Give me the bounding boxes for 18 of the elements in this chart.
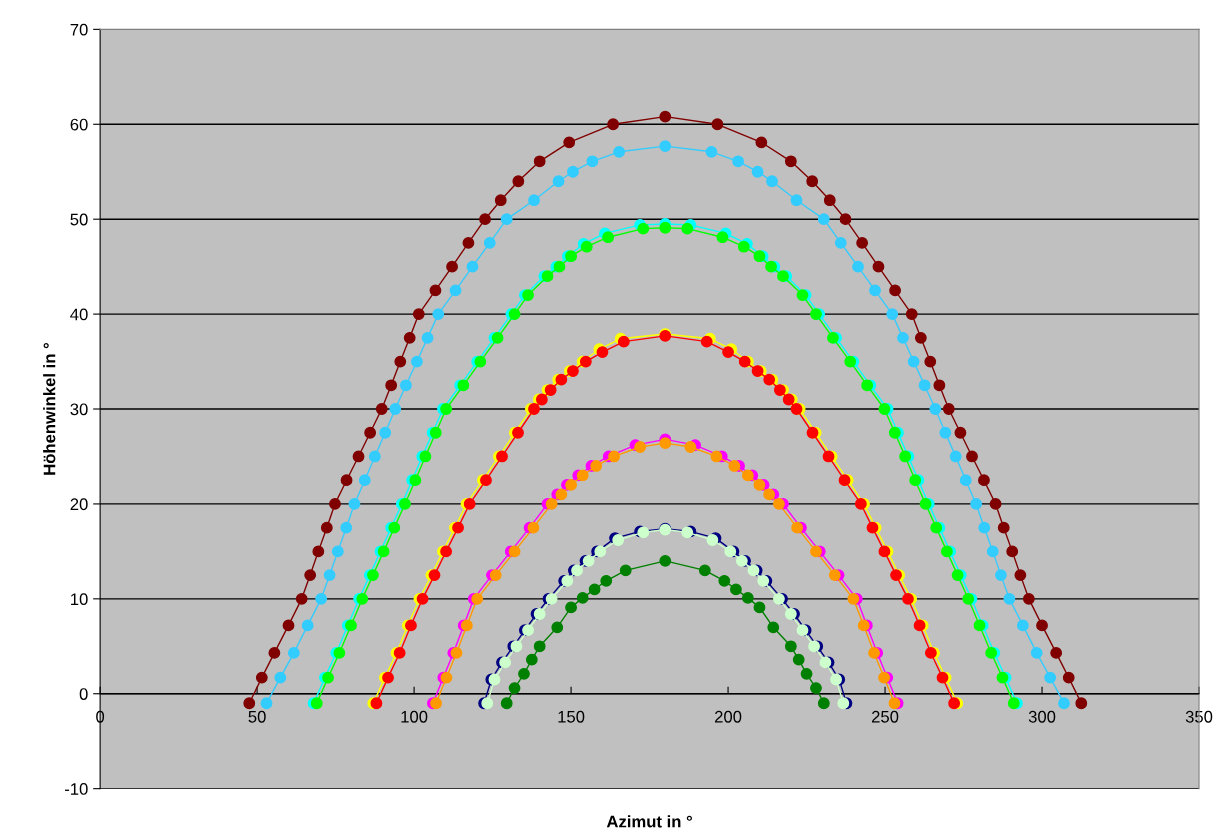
x-tick-label: 200 [715,710,742,723]
x-tick-label: 250 [871,710,899,723]
x-axis-title: Azimut in ° [606,815,692,828]
x-tick-label: 150 [558,710,585,723]
y-tick-label: 0 [79,688,88,700]
x-tick-label: 50 [248,710,266,723]
y-tick-label: -10 [64,783,88,795]
y-tick-label: 50 [70,213,88,226]
x-tick-label: 300 [1028,710,1056,723]
y-axis-title: Höhenwinkel in ° [43,342,56,475]
x-tick-label: 100 [401,710,428,723]
y-tick-label: 40 [70,308,88,321]
y-tick-label: 10 [71,593,88,606]
y-tick-label: 60 [70,118,88,131]
y-tick-label: 20 [70,498,88,511]
y-tick-label: 30 [70,403,88,416]
y-tick-label: 70 [70,23,88,36]
x-tick-label: 350 [1185,710,1213,723]
